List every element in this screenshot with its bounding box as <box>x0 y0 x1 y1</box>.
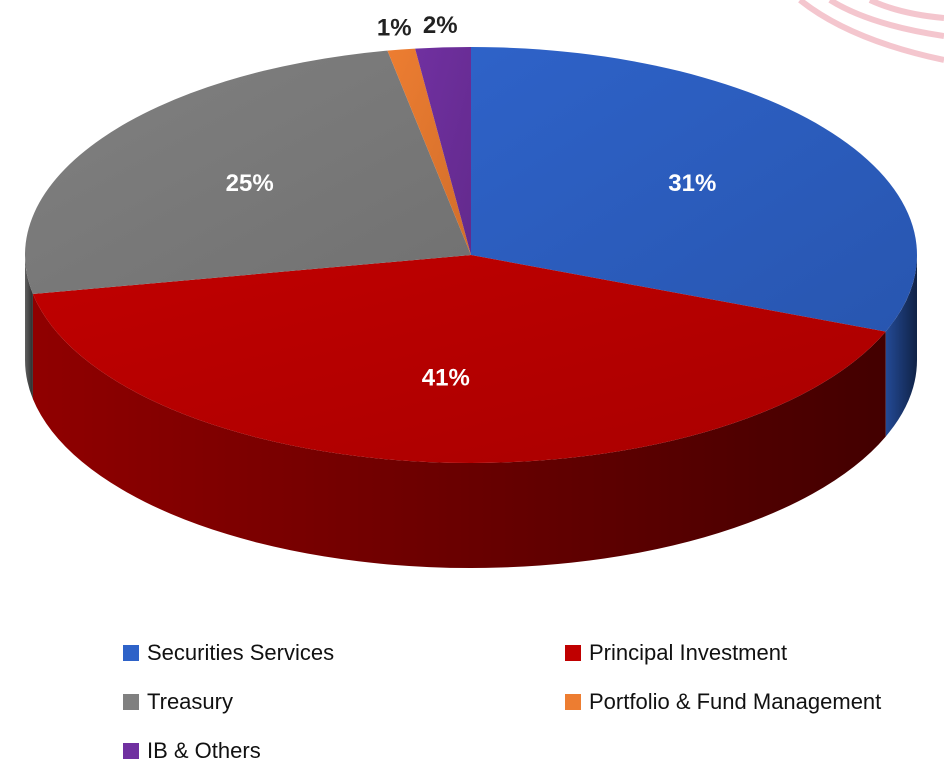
legend-swatch <box>565 645 581 661</box>
data-label: 1% <box>377 14 412 41</box>
legend-label: Securities Services <box>147 640 334 665</box>
legend-swatch <box>565 694 581 710</box>
slice <box>471 47 918 332</box>
decoration <box>798 0 944 63</box>
legend-label: Principal Investment <box>589 640 787 665</box>
data-label: 41% <box>422 365 470 392</box>
legend-swatch <box>123 694 139 710</box>
legend-label: Portfolio & Fund Management <box>589 689 881 714</box>
slice <box>387 48 471 256</box>
legend-swatch <box>123 743 139 759</box>
slice-side <box>32 293 886 568</box>
data-label: 25% <box>226 170 274 197</box>
slice <box>32 255 886 463</box>
slice-side <box>25 255 33 399</box>
slice-side <box>885 255 917 437</box>
slice <box>24 50 472 294</box>
legend-label: Treasury <box>147 689 233 714</box>
slice <box>415 47 471 255</box>
legend-swatch <box>123 645 139 661</box>
data-label: 31% <box>668 170 716 197</box>
data-label: 2% <box>423 12 458 39</box>
legend-label: IB & Others <box>147 738 261 763</box>
